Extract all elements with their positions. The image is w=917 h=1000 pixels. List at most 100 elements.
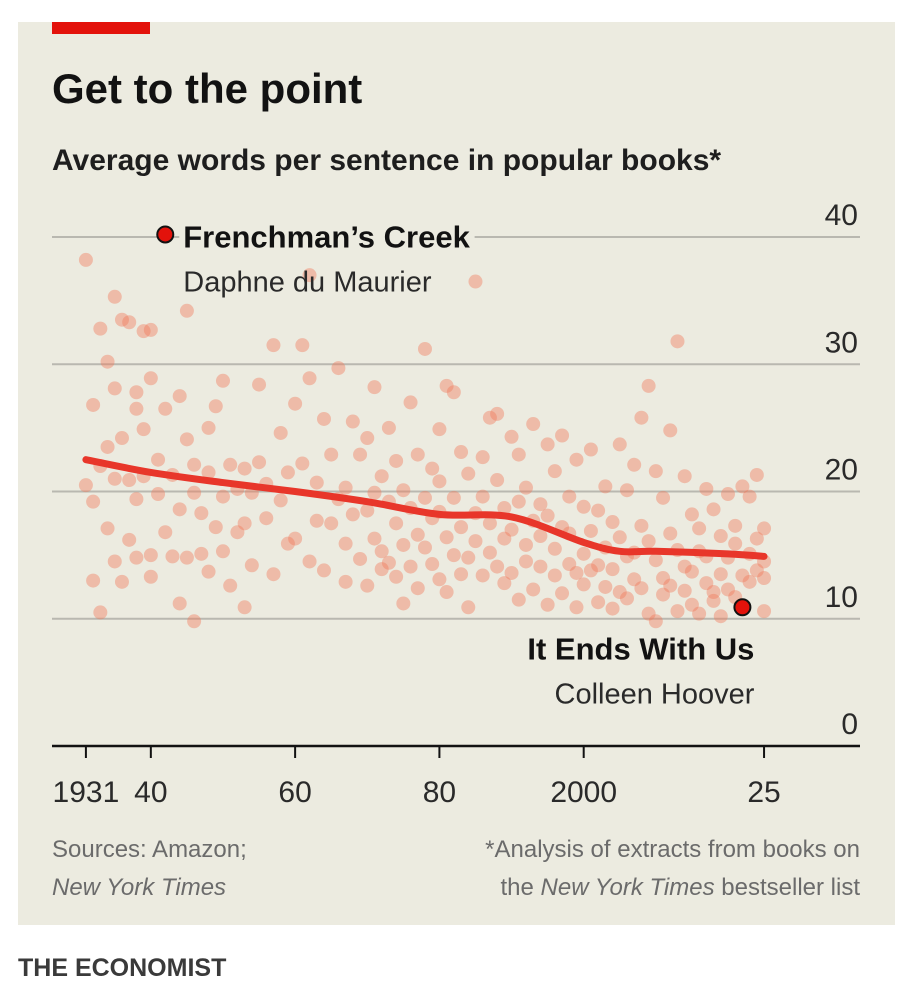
point — [749, 467, 764, 482]
y-tick-label: 20 — [825, 454, 858, 487]
point — [475, 568, 490, 583]
point — [713, 529, 728, 544]
point — [605, 562, 620, 577]
point — [136, 324, 151, 339]
point — [583, 563, 598, 578]
point — [396, 596, 411, 611]
point — [728, 536, 743, 551]
point — [634, 410, 649, 425]
plot: 0 10 20 30 40 1931 40 60 80 2000 25 Frenchman’s Cre… — [52, 199, 860, 809]
point — [381, 420, 396, 435]
point — [555, 586, 570, 601]
point — [143, 322, 158, 337]
point — [360, 578, 375, 593]
point — [591, 595, 606, 610]
point — [605, 515, 620, 530]
point — [107, 554, 122, 569]
point — [627, 572, 642, 587]
point — [100, 354, 115, 369]
point — [533, 497, 548, 512]
point — [252, 377, 267, 392]
point — [720, 582, 735, 597]
point — [353, 551, 368, 566]
point — [656, 490, 671, 505]
point — [490, 473, 505, 488]
x-tick-label: 40 — [134, 776, 167, 809]
red-tag — [52, 22, 150, 34]
point — [526, 417, 541, 432]
point — [612, 437, 627, 452]
points — [78, 252, 772, 629]
point — [179, 303, 194, 318]
point — [432, 572, 447, 587]
point — [324, 447, 339, 462]
point — [107, 381, 122, 396]
point — [547, 541, 562, 556]
point — [381, 555, 396, 570]
point — [280, 536, 295, 551]
point — [576, 577, 591, 592]
point — [526, 582, 541, 597]
point — [497, 576, 512, 591]
point — [742, 574, 757, 589]
point — [295, 338, 310, 353]
label-bg — [179, 225, 475, 251]
point — [374, 562, 389, 577]
x-tick-label: 25 — [747, 776, 780, 809]
point — [439, 585, 454, 600]
point — [425, 557, 440, 572]
point — [151, 487, 166, 502]
point — [374, 544, 389, 559]
point — [504, 565, 519, 580]
y-tick-label: 0 — [841, 708, 858, 741]
point — [266, 567, 281, 582]
point — [136, 422, 151, 437]
source-italic: New York Times — [52, 874, 226, 901]
point — [720, 487, 735, 502]
point — [194, 546, 209, 561]
point — [612, 585, 627, 600]
y-tick-label: 40 — [825, 199, 858, 232]
point — [735, 568, 750, 583]
point — [634, 518, 649, 533]
point — [86, 494, 101, 509]
point — [454, 567, 469, 582]
point — [122, 315, 137, 330]
point — [598, 579, 613, 594]
point — [360, 503, 375, 518]
point — [158, 401, 173, 416]
point — [215, 373, 230, 388]
point — [396, 483, 411, 498]
point — [468, 274, 483, 289]
point — [475, 450, 490, 465]
point — [338, 574, 353, 589]
point — [309, 475, 324, 490]
point — [627, 457, 642, 472]
label-bg — [523, 637, 759, 663]
point — [540, 597, 555, 612]
x-tick-label: 2000 — [550, 776, 617, 809]
point — [518, 537, 533, 552]
point — [107, 471, 122, 486]
point — [713, 609, 728, 624]
point — [670, 604, 685, 619]
point — [78, 478, 93, 493]
point — [757, 604, 772, 619]
point — [475, 489, 490, 504]
point — [670, 334, 685, 349]
chart-subtitle: Average words per sentence in popular bo… — [52, 144, 721, 177]
point — [497, 531, 512, 546]
point — [569, 452, 584, 467]
point — [612, 530, 627, 545]
point — [619, 483, 634, 498]
point — [129, 492, 144, 507]
point — [576, 499, 591, 514]
point — [338, 536, 353, 551]
point — [208, 520, 223, 535]
point — [417, 490, 432, 505]
chart-title: Get to the point — [52, 65, 362, 112]
point — [100, 521, 115, 536]
point — [389, 453, 404, 468]
point — [663, 423, 678, 438]
point — [634, 581, 649, 596]
